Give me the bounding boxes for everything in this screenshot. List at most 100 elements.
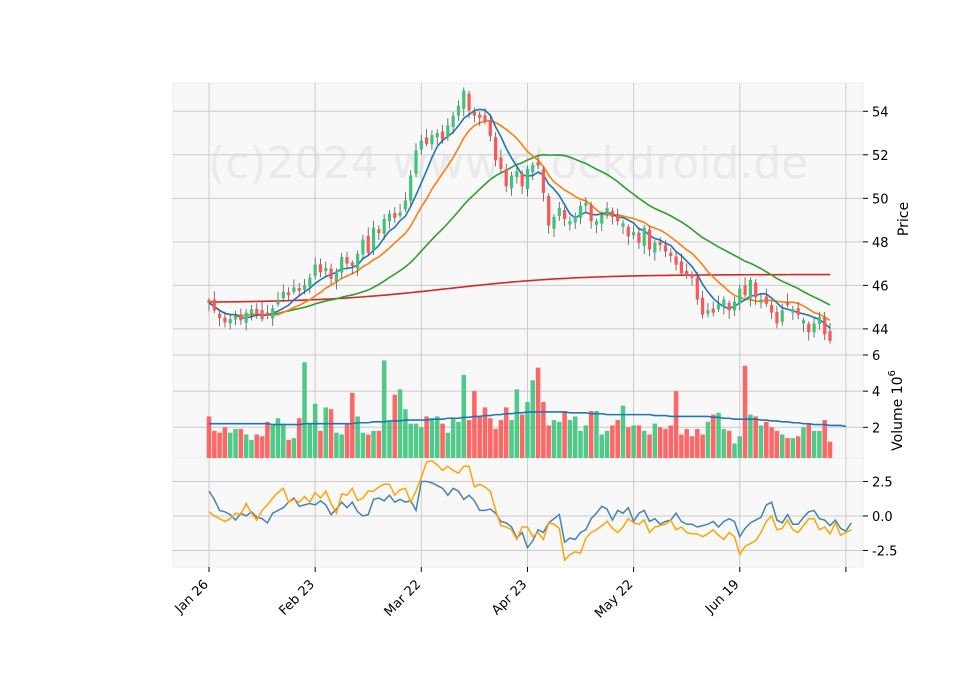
volume-bar <box>461 374 467 458</box>
candle-body <box>573 216 577 223</box>
volume-bar <box>822 420 827 458</box>
candle-body <box>504 169 508 187</box>
candle-body <box>770 305 774 313</box>
candle-body <box>801 320 806 324</box>
volume-bar <box>350 392 355 458</box>
volume-bar <box>233 429 238 458</box>
volume-bar <box>254 434 260 458</box>
candle-body <box>727 302 731 311</box>
oscillator-y-tick-label: 0.0 <box>872 510 893 525</box>
candle-body <box>690 274 694 278</box>
volume-bar <box>323 407 329 458</box>
volume-bar <box>371 430 376 458</box>
candle-body <box>239 314 243 321</box>
candle-body <box>807 323 811 333</box>
candle-body <box>393 212 397 218</box>
volume-bar <box>355 416 360 458</box>
volume-bar <box>450 418 456 458</box>
candle-body <box>356 253 360 269</box>
candle-body <box>557 208 561 217</box>
candle-body <box>738 288 742 304</box>
candle-body <box>716 303 721 310</box>
candle-body <box>456 105 461 116</box>
volume-bar <box>626 427 631 458</box>
candle-body <box>265 312 269 316</box>
candle-body <box>578 205 583 218</box>
candle-body <box>695 277 699 300</box>
volume-bar <box>737 436 743 458</box>
volume-bar <box>525 401 530 458</box>
volume-bar <box>657 427 663 458</box>
candle-body <box>642 227 646 247</box>
candle-body <box>249 309 254 314</box>
candle-body <box>446 125 450 138</box>
candle-body <box>276 300 280 305</box>
candle-body <box>361 239 365 255</box>
candle-body <box>292 287 296 292</box>
price-y-tick-label: 52 <box>872 149 889 164</box>
volume-bar <box>413 423 419 458</box>
oscillator-y-tick-label: 2.5 <box>872 475 893 490</box>
volume-bar <box>599 434 605 458</box>
volume-bar <box>477 416 482 458</box>
candle-body <box>260 310 264 320</box>
candle-body <box>674 256 678 265</box>
candle-body <box>387 213 392 222</box>
candle-body <box>647 229 652 250</box>
volume-bar <box>334 432 339 458</box>
candle-body <box>409 175 413 201</box>
candle-body <box>451 115 455 128</box>
candle-body <box>218 313 222 319</box>
candle-body <box>371 227 376 252</box>
oscillator-blue-line <box>208 480 852 550</box>
candle-body <box>701 297 705 315</box>
volume-bar <box>774 430 780 458</box>
volume-bar <box>212 430 217 458</box>
price-y-tick-label: 44 <box>872 323 889 338</box>
candle-body <box>313 264 317 276</box>
x-tick-label: Jan 26 <box>172 577 212 617</box>
volume-axis-title: Volume 106 <box>887 370 906 451</box>
volume-bar <box>307 423 313 458</box>
candle-body <box>658 241 662 246</box>
candle-body <box>366 235 370 253</box>
volume-bar <box>594 411 599 458</box>
volume-bar <box>663 429 668 458</box>
oscillator-orange-line <box>208 459 852 562</box>
candle-body <box>547 196 551 226</box>
candle-body <box>414 150 418 174</box>
volume-y-tick-label: 4 <box>872 385 880 400</box>
volume-bar <box>668 425 674 458</box>
volume-bar <box>238 429 244 458</box>
candle-body <box>403 200 407 210</box>
volume-bar <box>488 418 493 458</box>
volume-y-tick-label: 2 <box>872 421 880 436</box>
volume-bar <box>726 430 732 458</box>
volume-bar <box>281 423 286 458</box>
volume-bar <box>541 401 546 458</box>
volume-bar <box>716 412 721 458</box>
candle-body <box>324 267 328 272</box>
volume-bar <box>551 420 557 458</box>
volume-bar <box>493 429 498 458</box>
x-tick-label: May 22 <box>592 577 636 621</box>
candle-body <box>616 215 620 222</box>
volume-bar <box>572 416 578 458</box>
candle-body <box>515 171 519 177</box>
price-y-tick-label: 50 <box>872 192 889 207</box>
volume-bar <box>588 411 594 458</box>
candle-body <box>430 135 434 145</box>
volume-bar <box>344 423 350 458</box>
candle-body <box>743 285 747 296</box>
price-y-tick-label: 54 <box>872 105 889 120</box>
volume-bar <box>456 421 461 458</box>
volume-bar <box>641 430 647 458</box>
volume-bar <box>732 443 737 458</box>
candle-body <box>350 262 354 266</box>
volume-bar <box>227 432 233 458</box>
volume-bar <box>498 420 504 458</box>
candle-body <box>318 264 323 273</box>
candle-body <box>212 299 216 311</box>
volume-bar <box>710 414 716 458</box>
